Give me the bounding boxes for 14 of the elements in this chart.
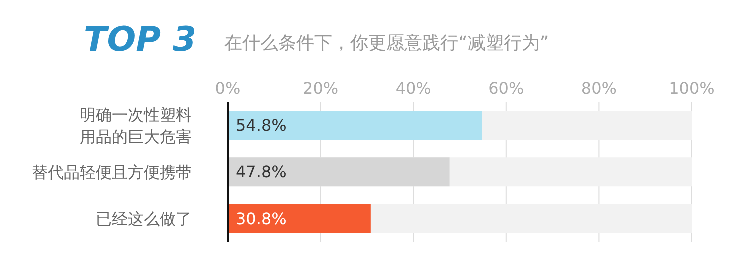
x-tick-label: 20% bbox=[303, 79, 339, 98]
x-tick-label: 60% bbox=[488, 79, 524, 98]
data-label: 47.8% bbox=[236, 162, 287, 182]
chart-title: TOP 3 bbox=[84, 20, 197, 60]
chart-subtitle: 在什么条件下，你更愿意践行“减塑行为” bbox=[224, 32, 550, 55]
x-tick-label: 0% bbox=[215, 79, 241, 98]
data-label: 54.8% bbox=[236, 116, 287, 135]
y-tick-label: 明确一次性塑料用品的巨大危害 bbox=[80, 104, 192, 146]
x-tick-label: 40% bbox=[396, 79, 432, 98]
y-tick-label: 已经这么做了 bbox=[96, 209, 192, 228]
y-tick-label: 替代品轻便且方便携带 bbox=[32, 162, 192, 182]
x-tick-label: 100% bbox=[669, 79, 715, 98]
data-label: 30.8% bbox=[236, 209, 287, 228]
x-tick-label: 80% bbox=[581, 79, 617, 98]
